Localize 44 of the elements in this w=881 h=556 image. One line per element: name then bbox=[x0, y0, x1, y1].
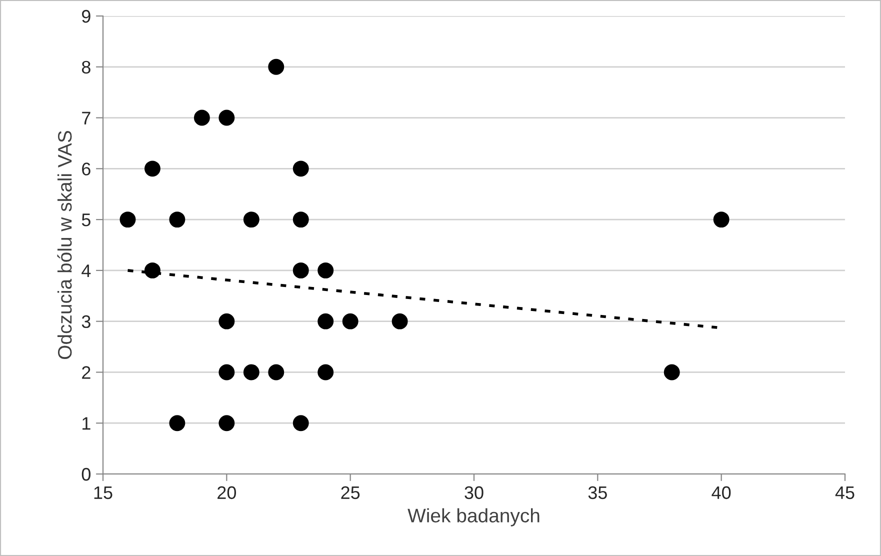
point bbox=[218, 415, 235, 432]
point bbox=[243, 364, 260, 380]
point bbox=[243, 212, 260, 228]
x-axis-title: Wiek badanych bbox=[408, 508, 540, 526]
y-tick-label: 1 bbox=[82, 417, 90, 430]
point bbox=[218, 110, 235, 126]
point bbox=[144, 160, 160, 177]
y-tick-label: 9 bbox=[82, 10, 90, 23]
point bbox=[169, 212, 186, 228]
y-axis-title: Odczucia bólu w skali VAS bbox=[57, 130, 72, 359]
x-tick-label: 30 bbox=[464, 486, 484, 500]
y-tick-label: 2 bbox=[82, 366, 90, 379]
x-tick-label: 25 bbox=[341, 486, 360, 500]
x-tick-label: 45 bbox=[835, 486, 854, 500]
point bbox=[268, 58, 284, 75]
y-tick-label: 4 bbox=[82, 264, 91, 277]
point bbox=[318, 313, 334, 330]
point bbox=[169, 415, 186, 432]
point bbox=[292, 212, 309, 228]
point bbox=[713, 212, 730, 228]
x-tick-label: 20 bbox=[218, 486, 236, 500]
y-tick-label: 0 bbox=[82, 468, 90, 481]
y-tick-label: 8 bbox=[82, 60, 90, 74]
point bbox=[120, 212, 136, 228]
point bbox=[342, 313, 358, 330]
y-tick-label: 5 bbox=[82, 214, 90, 226]
point bbox=[318, 262, 334, 278]
y-tick-label: 6 bbox=[82, 162, 90, 176]
point bbox=[292, 415, 309, 432]
point bbox=[144, 262, 160, 278]
point bbox=[268, 364, 284, 380]
x-tick-label: 40 bbox=[712, 486, 731, 500]
x-tick-label: 35 bbox=[588, 486, 607, 500]
point bbox=[292, 160, 309, 177]
point bbox=[392, 313, 408, 330]
point bbox=[318, 364, 334, 380]
y-tick-label: 7 bbox=[82, 112, 90, 124]
point bbox=[218, 313, 235, 330]
point bbox=[292, 262, 309, 278]
point bbox=[218, 364, 235, 380]
x-tick-label: 15 bbox=[94, 486, 112, 500]
point bbox=[664, 364, 680, 380]
point bbox=[194, 110, 210, 126]
y-tick-label: 3 bbox=[82, 315, 90, 328]
